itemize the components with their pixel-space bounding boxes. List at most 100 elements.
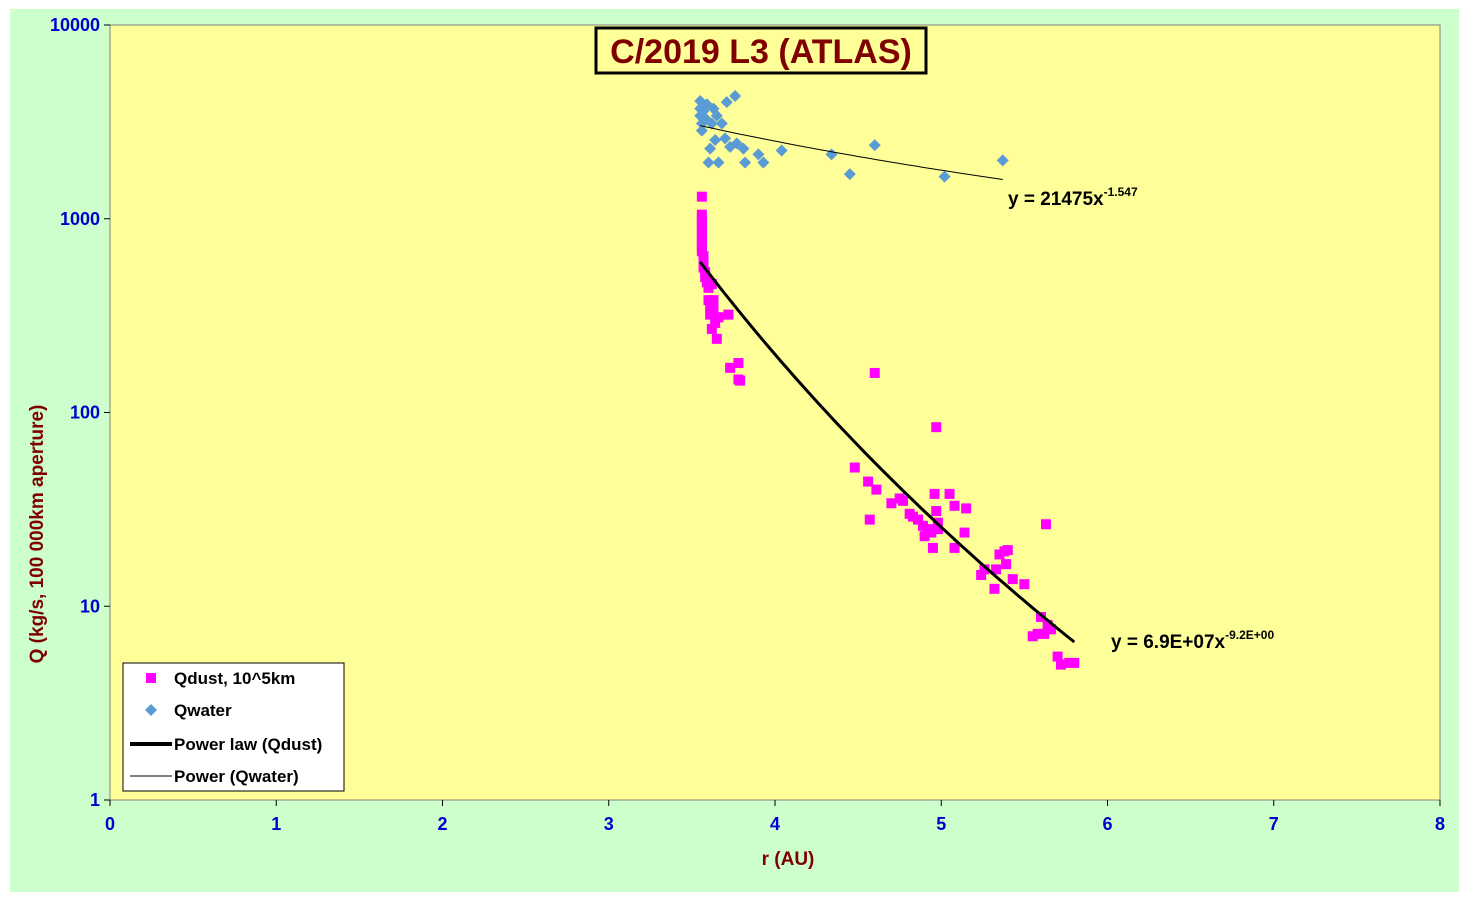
dust-point — [1001, 559, 1012, 570]
dust-point — [708, 295, 719, 306]
dust-point — [1039, 628, 1050, 639]
x-axis-title: r (AU) — [762, 849, 815, 870]
dust-point — [898, 495, 909, 506]
water-point — [715, 117, 728, 130]
legend: Qdust, 10^5km Qwater Power law (Qdust) P… — [122, 662, 345, 792]
water-fit-equation: y = 21475x-1.547 — [1008, 185, 1138, 210]
y-tick-label: 10 — [80, 596, 100, 616]
water-point — [705, 117, 718, 130]
dust-point — [1052, 651, 1063, 662]
dust-point — [711, 333, 722, 344]
water-point — [775, 144, 788, 157]
chart-title: C/2019 L3 (ATLAS) — [610, 33, 912, 71]
dust-point — [708, 304, 719, 315]
x-tick-label: 3 — [604, 814, 614, 834]
water-point — [710, 109, 723, 122]
dust-point — [959, 527, 970, 538]
dust-point — [1032, 628, 1043, 639]
dust-point — [706, 323, 717, 334]
x-tick-label: 7 — [1269, 814, 1279, 834]
water-point — [739, 156, 752, 169]
dust-point — [961, 503, 972, 514]
water-point — [737, 142, 750, 155]
dust-point — [931, 422, 942, 433]
chart-area: 0 1 2 3 4 5 6 7 8 1 10 100 1000 10000 C/2019 L3 (ATLA… — [10, 9, 1459, 892]
dust-point — [979, 564, 990, 575]
water-fit-line — [700, 125, 1003, 180]
dust-point — [1069, 657, 1080, 668]
x-tick-label: 8 — [1435, 814, 1445, 834]
water-fit-equation-base: y = 21475x — [1008, 189, 1104, 210]
dust-point — [926, 527, 937, 538]
water-point — [709, 133, 722, 146]
water-point — [704, 142, 717, 155]
dust-point — [912, 514, 923, 525]
dust-point — [1002, 545, 1013, 556]
dust-point — [927, 542, 938, 553]
water-point — [843, 168, 856, 181]
dust-point — [849, 462, 860, 473]
dust-point — [949, 542, 960, 553]
dust-point — [1055, 659, 1066, 670]
water-point — [712, 156, 725, 169]
dust-point — [735, 375, 746, 386]
x-tick-label: 6 — [1102, 814, 1112, 834]
y-tick-label: 1000 — [60, 209, 100, 229]
dust-point — [698, 251, 709, 262]
dust-point — [706, 279, 717, 290]
water-point — [752, 148, 765, 161]
dust-point — [696, 191, 707, 202]
x-tick-label: 0 — [105, 814, 115, 834]
x-tick-label: 2 — [437, 814, 447, 834]
data-marks — [694, 90, 1080, 670]
legend-water-marker — [145, 704, 157, 716]
dust-point — [1045, 624, 1056, 635]
dust-point — [976, 569, 987, 580]
legend-water-fit-label: Power (Qwater) — [174, 767, 299, 786]
water-point — [702, 156, 715, 169]
water-point — [868, 139, 881, 152]
dust-point — [1036, 612, 1046, 623]
dust-point — [871, 484, 882, 495]
dust-point — [696, 227, 707, 238]
dust-point — [919, 531, 930, 542]
dust-point — [700, 272, 711, 283]
x-tick-label: 4 — [770, 814, 780, 834]
dust-fit-equation: y = 6.9E+07x-9.2E+00 — [1111, 628, 1274, 653]
y-tick-label: 1 — [90, 790, 100, 810]
legend-dust-label: Qdust, 10^5km — [174, 669, 295, 688]
legend-dust-fit-label: Power law (Qdust) — [174, 735, 322, 754]
dust-point — [733, 358, 744, 369]
dust-point — [949, 500, 960, 511]
water-point — [720, 96, 733, 109]
dust-point — [713, 312, 724, 323]
dust-point — [864, 514, 875, 525]
dust-point — [863, 476, 874, 487]
dust-point — [698, 256, 709, 267]
dust-point — [932, 524, 943, 535]
water-point — [729, 90, 742, 103]
y-tick-label: 10000 — [50, 15, 100, 35]
dust-point — [1019, 579, 1030, 590]
dust-point — [725, 362, 736, 373]
legend-dust-marker — [146, 673, 156, 683]
dust-point — [989, 583, 1000, 594]
dust-point — [1007, 574, 1018, 585]
water-fit-equation-exponent: -1.547 — [1104, 185, 1138, 199]
x-tick-label: 1 — [271, 814, 281, 834]
dust-point — [929, 488, 940, 499]
dust-point — [886, 498, 897, 509]
dust-point — [723, 309, 734, 320]
dust-fit-equation-exponent: -9.2E+00 — [1225, 628, 1274, 642]
chart-title-box: C/2019 L3 (ATLAS) — [594, 26, 928, 75]
water-point — [757, 156, 770, 169]
dust-point — [869, 367, 880, 378]
dust-point — [696, 246, 707, 257]
dust-point — [991, 564, 1002, 575]
dust-point — [931, 506, 942, 517]
water-point — [719, 132, 732, 145]
dust-fit-line — [699, 261, 1076, 644]
y-axis-title: Q (kg/s, 100 000km aperture) — [27, 405, 48, 664]
